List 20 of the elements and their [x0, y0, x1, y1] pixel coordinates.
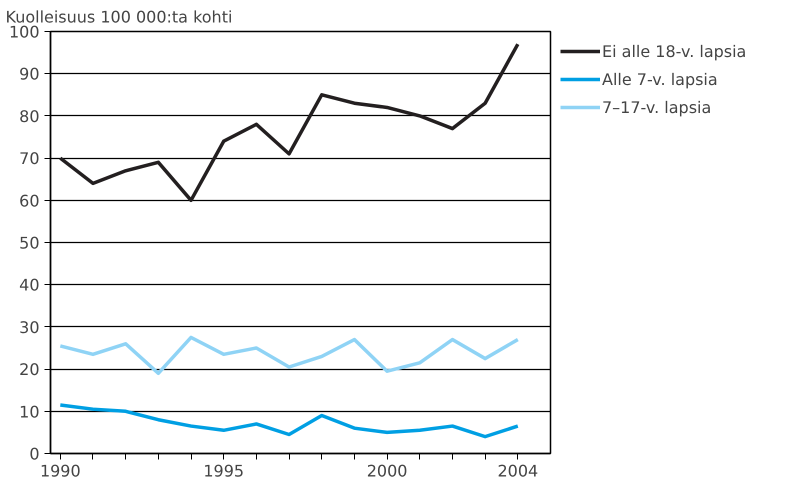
y-tick-label: 80 — [19, 106, 40, 126]
y-tick-label: 10 — [19, 402, 40, 422]
legend-label: 7–17-v. lapsia — [602, 98, 712, 116]
y-tick-label: 30 — [19, 318, 40, 337]
y-tick-label: 40 — [19, 276, 40, 295]
line-series — [58, 336, 520, 376]
x-tick-label: 2004 — [497, 462, 538, 480]
line-series — [58, 403, 520, 438]
y-tick-label: 60 — [19, 191, 40, 210]
x-tick-label: 1990 — [40, 462, 81, 480]
y-tick-label: 50 — [19, 234, 40, 252]
y-tick-label: 90 — [19, 64, 40, 84]
y-tick-label: 70 — [19, 149, 40, 168]
y-tick-label: 20 — [19, 360, 40, 380]
line-series — [58, 42, 520, 202]
y-tick-label: 0 — [29, 444, 40, 464]
legend-label: Ei alle 18-v. lapsia — [602, 42, 746, 60]
x-tick-label: 1995 — [203, 462, 244, 480]
legend-label: Alle 7-v. lapsia — [602, 70, 718, 88]
x-tick-label: 2000 — [366, 462, 408, 480]
